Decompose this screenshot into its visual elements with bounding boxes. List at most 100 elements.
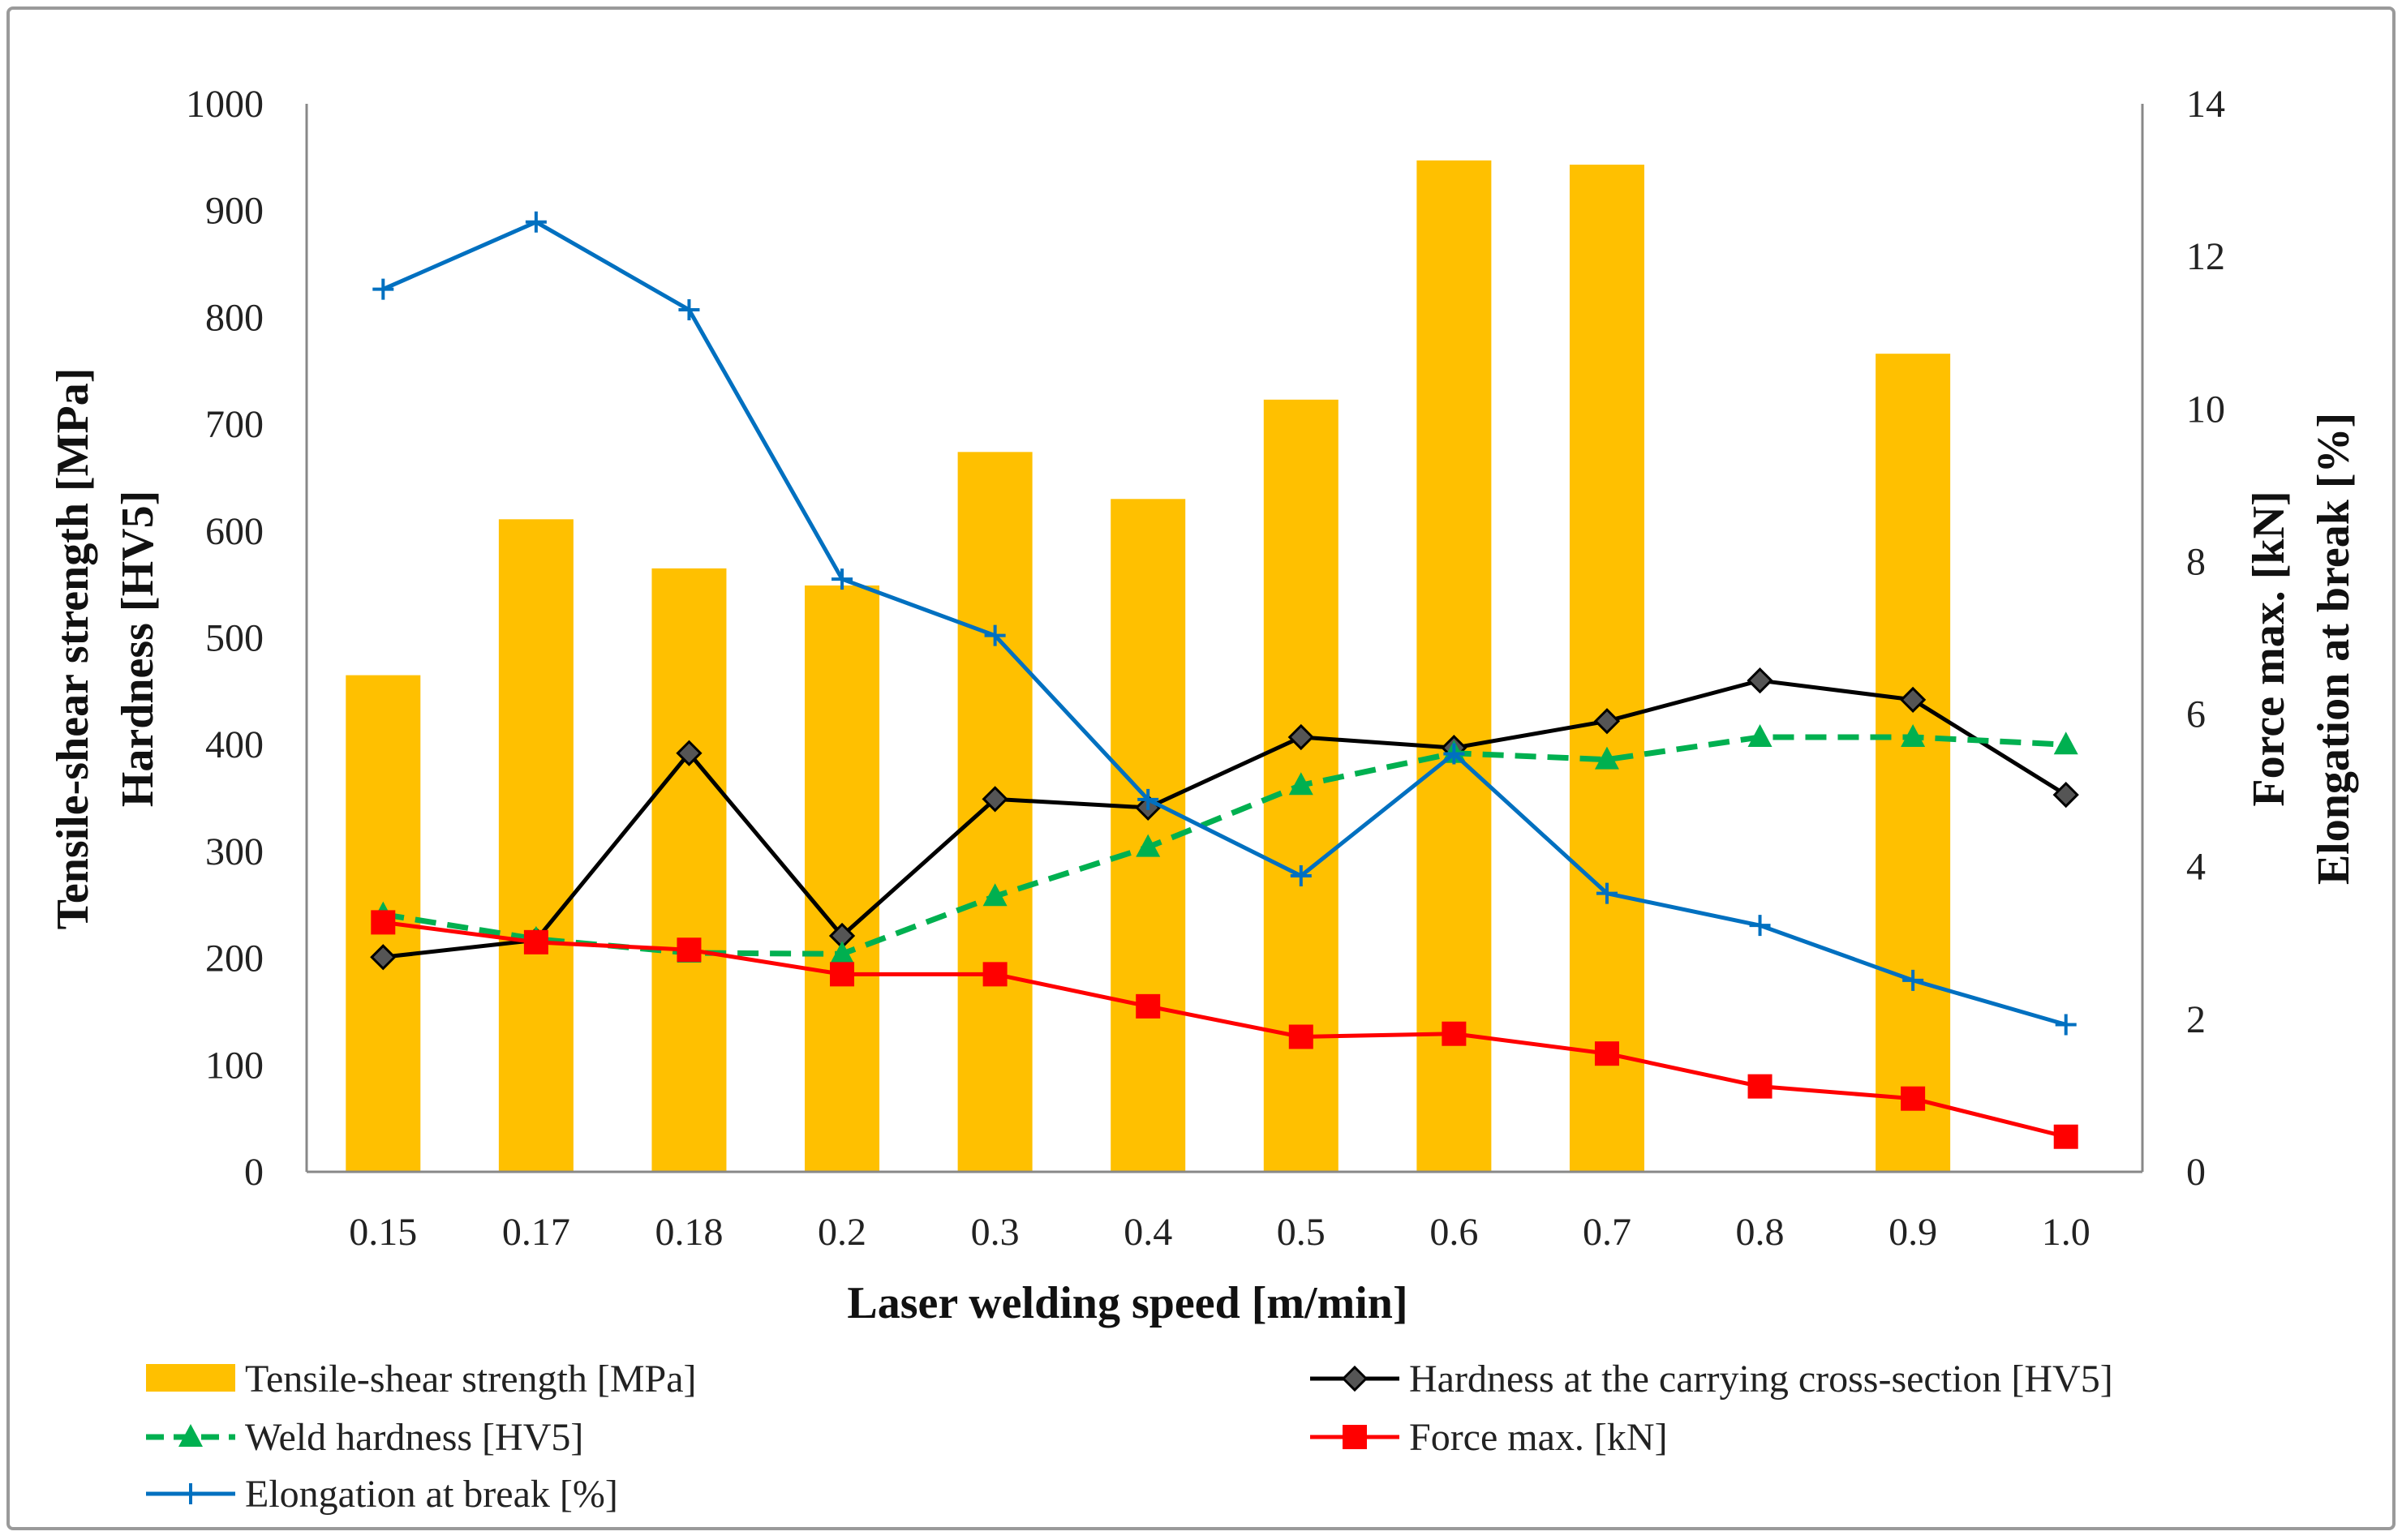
- marker-plus: [1443, 743, 1465, 765]
- y2-tick-label: 2: [2186, 998, 2206, 1041]
- marker-square: [371, 910, 396, 935]
- y-tick-label: 600: [205, 510, 264, 553]
- marker-plus: [525, 211, 547, 233]
- marker-square: [1136, 993, 1161, 1019]
- marker-square: [1747, 1074, 1772, 1099]
- marker-triangle: [2053, 731, 2078, 755]
- marker-diamond: [982, 786, 1008, 813]
- y2-tick-label: 0: [2186, 1151, 2206, 1194]
- x-tick-label: 0.2: [818, 1211, 866, 1254]
- x-tick-label: 0.5: [1277, 1211, 1326, 1254]
- marker-square: [523, 929, 548, 954]
- marker-triangle: [1594, 746, 1619, 770]
- legend-item: Tensile-shear strength [MPa]: [146, 1358, 696, 1401]
- marker-diamond: [1747, 667, 1773, 694]
- y2-axis-title-2: Elongation at break [%]: [2309, 413, 2359, 885]
- y2-tick-label: 6: [2186, 693, 2206, 736]
- x-tick-label: 0.9: [1889, 1211, 1937, 1254]
- marker-plus: [180, 1483, 201, 1504]
- marker-square: [1343, 1425, 1367, 1449]
- marker-square: [1901, 1086, 1926, 1111]
- marker-square: [2053, 1124, 2078, 1149]
- series-line: [382, 734, 2066, 957]
- legend-item: Elongation at break [%]: [146, 1473, 618, 1516]
- marker-plus: [1749, 915, 1771, 937]
- bar: [1416, 160, 1492, 1172]
- x-tick-label: 0.15: [349, 1211, 417, 1254]
- legend-swatch: [146, 1364, 235, 1392]
- marker-triangle: [1136, 834, 1161, 857]
- marker-triangle: [1901, 723, 1926, 747]
- y-axis-title-2: Hardness [HV5]: [113, 491, 163, 807]
- marker-plus: [372, 278, 394, 300]
- y-tick-label: 700: [205, 403, 264, 446]
- bar: [805, 585, 880, 1172]
- series-line: [382, 220, 2067, 1027]
- series-force-max-kn-: [371, 910, 2078, 1149]
- y2-tick-label: 4: [2186, 846, 2206, 889]
- y-tick-label: 900: [205, 190, 264, 233]
- marker-plus: [984, 624, 1006, 646]
- legend-label: Weld hardness [HV5]: [245, 1416, 583, 1459]
- marker-plus: [1902, 969, 1924, 991]
- marker-triangle: [178, 1424, 203, 1447]
- y2-axis-title-1: Force max. [kN]: [2244, 491, 2294, 806]
- marker-diamond: [676, 740, 703, 766]
- marker-diamond: [2052, 781, 2079, 809]
- legend-label: Elongation at break [%]: [245, 1473, 618, 1516]
- axis-ticks: 0 100 200 300 400 500 600 700 800 900 1000 0 2 4 6 8 10 1…: [186, 83, 2225, 1254]
- x-axis-title: Laser welding speed [m/min]: [847, 1278, 1407, 1328]
- marker-triangle: [1288, 772, 1313, 796]
- x-tick-label: 0.4: [1124, 1211, 1172, 1254]
- x-tick-label: 1.0: [2042, 1211, 2090, 1254]
- marker-square: [982, 962, 1008, 987]
- y-tick-label: 1000: [186, 83, 264, 126]
- marker-square: [677, 937, 702, 963]
- legend-item: Hardness at the carrying cross-section […: [1310, 1358, 2113, 1401]
- legend-label: Force max. [kN]: [1409, 1416, 1668, 1459]
- chart-marks: [346, 160, 2079, 1173]
- marker-square: [1594, 1041, 1619, 1066]
- marker-plus: [831, 568, 853, 590]
- marker-diamond: [1900, 686, 1927, 714]
- marker-diamond: [1593, 708, 1621, 735]
- x-tick-label: 0.6: [1429, 1211, 1478, 1254]
- legend-item: Force max. [kN]: [1310, 1416, 1668, 1459]
- bar: [1569, 165, 1644, 1173]
- y-tick-label: 200: [205, 937, 264, 980]
- y2-tick-label: 8: [2186, 540, 2206, 583]
- marker-diamond: [1287, 723, 1314, 751]
- marker-diamond: [1341, 1365, 1369, 1392]
- marker-plus: [1596, 882, 1618, 904]
- bar: [651, 568, 727, 1172]
- x-tick-label: 0.18: [655, 1211, 723, 1254]
- y-tick-label: 100: [205, 1044, 264, 1087]
- marker-plus: [1137, 788, 1159, 810]
- marker-square: [830, 962, 855, 987]
- legend-item: Weld hardness [HV5]: [146, 1416, 583, 1459]
- marker-square: [1288, 1024, 1313, 1049]
- y-tick-label: 500: [205, 617, 264, 660]
- series-elongation-at-break-: [372, 211, 2077, 1036]
- bar: [498, 519, 574, 1172]
- y-axis-title-1: Tensile-shear strength [MPa]: [48, 368, 98, 930]
- x-tick-label: 0.3: [971, 1211, 1020, 1254]
- y-tick-label: 300: [205, 830, 264, 873]
- chart-border: [6, 6, 2396, 1530]
- marker-triangle: [1747, 723, 1772, 747]
- y2-tick-label: 14: [2186, 83, 2225, 126]
- series-line: [383, 678, 2068, 959]
- marker-square: [1442, 1021, 1467, 1046]
- y2-tick-label: 10: [2186, 388, 2225, 431]
- series-line: [382, 920, 2067, 1139]
- y-tick-label: 400: [205, 723, 264, 766]
- marker-diamond: [370, 944, 397, 971]
- x-tick-label: 0.7: [1583, 1211, 1631, 1254]
- x-tick-label: 0.8: [1736, 1211, 1785, 1254]
- legend-label: Hardness at the carrying cross-section […: [1409, 1358, 2113, 1401]
- bar: [1876, 354, 1951, 1173]
- y-tick-label: 0: [244, 1151, 264, 1194]
- marker-triangle: [830, 941, 855, 964]
- legend-label: Tensile-shear strength [MPa]: [245, 1358, 696, 1401]
